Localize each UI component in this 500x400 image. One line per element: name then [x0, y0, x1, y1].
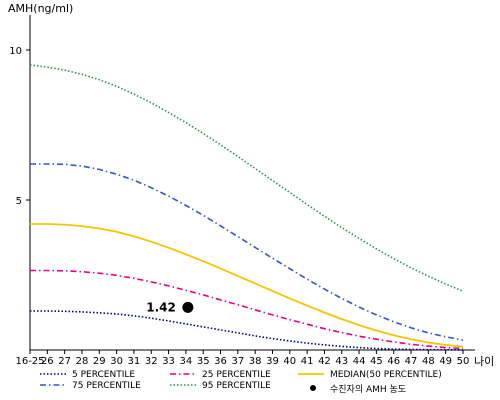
series-line-4: [29, 64, 464, 292]
x-tick-label: 39: [266, 356, 279, 367]
legend-label-3: 75 PERCENTILE: [72, 381, 141, 391]
x-tick-label: 33: [162, 356, 175, 367]
x-tick-label: 16-25: [15, 356, 44, 367]
y-axis-title: AMH(ng/ml): [8, 2, 73, 15]
x-tick-label: 49: [439, 356, 452, 367]
series-line-3: [30, 163, 464, 341]
x-tick-label: 50: [457, 356, 470, 367]
patient-amh-value-label: 1.42: [146, 300, 176, 314]
x-tick-label: 35: [197, 356, 210, 367]
x-tick-label: 30: [110, 356, 123, 367]
legend-label-1: 25 PERCENTILE: [202, 370, 271, 380]
y-tick-label: 10: [9, 46, 22, 57]
legend-label-patient: 수진자의 AMH 농도: [330, 384, 406, 395]
legend-label-4: 95 PERCENTILE: [202, 381, 271, 391]
series-line-0: [30, 310, 464, 351]
legend-label-2: MEDIAN(50 PERCENTILE): [330, 370, 442, 380]
x-tick-label: 38: [249, 356, 262, 367]
x-tick-label: 41: [301, 356, 314, 367]
series-lines: [29, 64, 464, 351]
legend: 5 PERCENTILE 25 PERCENTILE MEDIAN(50 PERCE…: [40, 370, 442, 395]
x-tick-label: 28: [76, 356, 89, 367]
x-tick-label: 48: [422, 356, 435, 367]
x-tick-label: 46: [387, 356, 400, 367]
x-tick-label: 32: [145, 356, 158, 367]
patient-amh-marker: [182, 301, 194, 313]
annotation-layer: 1.42: [146, 300, 194, 314]
legend-marker-patient: [310, 385, 316, 391]
x-tick-label: 34: [180, 356, 193, 367]
x-tick-label: 37: [231, 356, 244, 367]
x-axis-title: 나이: [474, 355, 494, 368]
x-tick-label: 42: [318, 356, 331, 367]
x-tick-label: 27: [58, 356, 71, 367]
x-tick-label: 43: [335, 356, 348, 367]
series-line-1: [30, 269, 464, 350]
x-tick-label: 45: [370, 356, 383, 367]
y-tick-label: 5: [16, 196, 22, 207]
x-tick-label: 26: [41, 356, 54, 367]
x-tick-label: 47: [405, 356, 418, 367]
legend-label-0: 5 PERCENTILE: [72, 370, 135, 380]
x-tick-label: 29: [93, 356, 106, 367]
x-tick-label: 31: [128, 356, 141, 367]
x-tick-label: 44: [353, 356, 366, 367]
x-tick-label: 40: [283, 356, 296, 367]
series-line-2: [30, 223, 464, 348]
x-tick-label: 36: [214, 356, 227, 367]
